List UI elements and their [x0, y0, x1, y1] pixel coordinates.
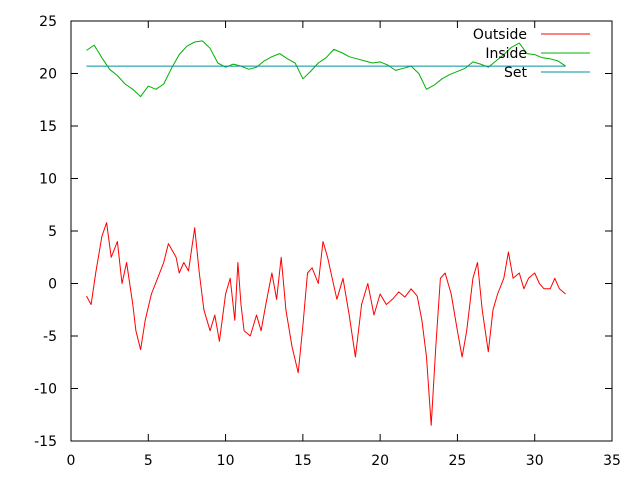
- series-line-outside: [86, 222, 566, 426]
- y-tick-label: -15: [34, 434, 57, 450]
- x-tick-label: 20: [371, 453, 389, 469]
- x-tick-label: 30: [526, 453, 544, 469]
- x-tick-labels: 0 5 10 15 20 25 30 35: [67, 453, 621, 469]
- x-tick-label: 25: [449, 453, 467, 469]
- x-tick-label: 5: [144, 453, 153, 469]
- y-tick-label: 10: [39, 172, 57, 188]
- y-tick-label: 20: [39, 67, 57, 83]
- y-tick-label: -5: [43, 329, 57, 345]
- x-tick-label: 35: [603, 453, 621, 469]
- y-tick-label: 15: [39, 119, 57, 135]
- axis-ticks: [70, 20, 613, 442]
- y-tick-label: 25: [39, 14, 57, 30]
- y-tick-label: 0: [48, 277, 57, 293]
- y-tick-label: -10: [34, 382, 57, 398]
- x-tick-label: 15: [294, 453, 312, 469]
- x-tick-label: 0: [67, 453, 76, 469]
- y-tick-labels: -15 -10 -5 0 5 10 15 20 25: [34, 14, 57, 450]
- legend: Outside Inside Set: [473, 27, 590, 81]
- legend-label: Outside: [473, 27, 527, 43]
- plot-frame: [70, 20, 613, 442]
- y-tick-label: 5: [48, 224, 57, 240]
- series-lines: [86, 40, 566, 426]
- legend-label: Set: [504, 65, 528, 81]
- legend-label: Inside: [485, 46, 527, 62]
- x-tick-label: 10: [217, 453, 235, 469]
